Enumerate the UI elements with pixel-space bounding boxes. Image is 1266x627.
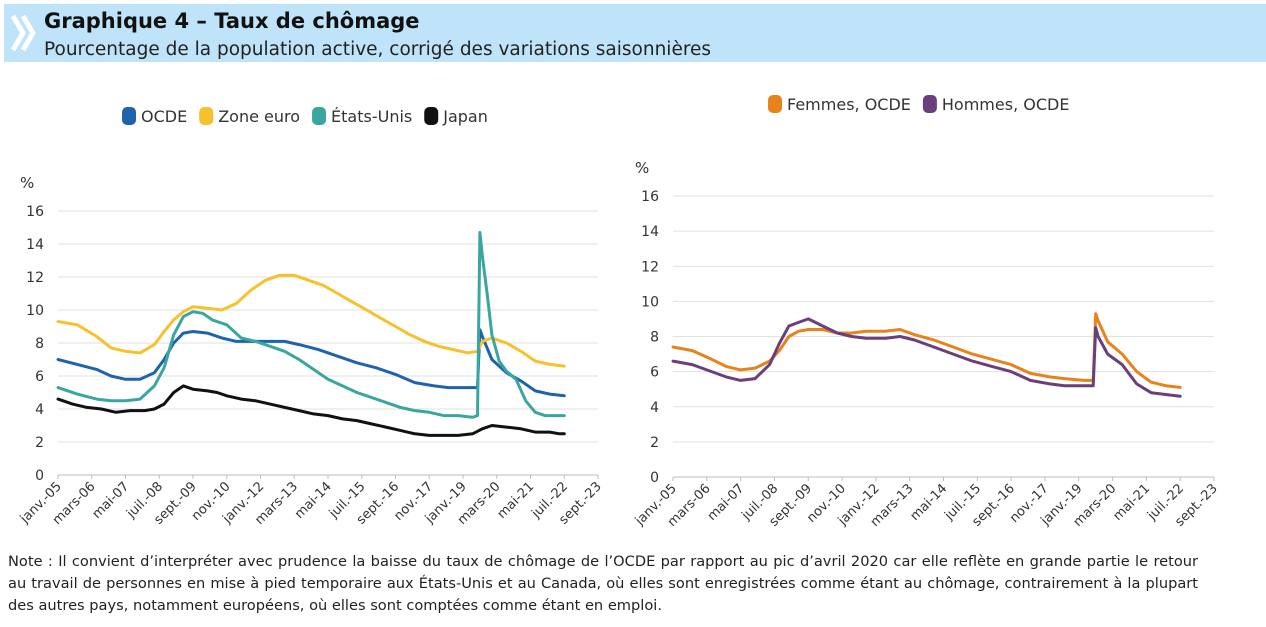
y-tick-label: 4	[35, 402, 44, 418]
legend-label-femmes-ocde: Femmes, OCDE	[787, 95, 911, 114]
x-tick-label: mai-07	[90, 479, 133, 522]
legend-label-zone-euro: Zone euro	[218, 107, 300, 126]
y-tick-label: 14	[641, 224, 659, 240]
series-line-femmes-ocde	[671, 312, 1182, 389]
y-tick-label: 6	[35, 369, 44, 385]
y-tick-label: 4	[650, 400, 659, 416]
x-tick-label: mai-21	[495, 479, 538, 522]
legend-swatch-japan	[424, 107, 439, 125]
x-tick-label: mai-21	[1110, 481, 1153, 524]
legend-swatch-hommes-ocde	[922, 95, 937, 113]
x-tick-label: mai-14	[292, 479, 335, 522]
legend-swatch-etats-unis	[312, 107, 327, 125]
y-tick-label: 16	[641, 189, 659, 205]
y-tick-label: 14	[26, 237, 44, 253]
y-tick-label: 8	[650, 330, 659, 346]
legend-label-japan: Japan	[442, 107, 488, 126]
legend-swatch-ocde	[122, 107, 136, 125]
page-title: Graphique 4 – Taux de chômage	[44, 9, 420, 33]
y-tick-label: 12	[641, 259, 659, 275]
y-tick-label: 6	[650, 365, 659, 381]
y-tick-label: 0	[650, 470, 659, 486]
legend-swatch-femmes-ocde	[768, 95, 782, 113]
y-tick-label: 0	[35, 468, 44, 484]
y-axis-label: %	[635, 159, 649, 177]
legend-swatch-zone-euro	[199, 107, 214, 125]
legend-label-etats-unis: États-Unis	[331, 107, 412, 126]
y-tick-label: 2	[650, 435, 659, 451]
series-line-hommes-ocde	[671, 317, 1182, 398]
legend-label-ocde: OCDE	[141, 107, 187, 126]
chevron-mark-icon	[10, 14, 36, 52]
y-tick-label: 10	[26, 303, 44, 319]
x-tick-label: mai-07	[705, 481, 748, 524]
y-tick-label: 8	[35, 336, 44, 352]
y-axis-label: %	[20, 174, 34, 192]
page-subtitle: Pourcentage de la population active, cor…	[44, 39, 712, 60]
y-tick-label: 12	[26, 270, 44, 286]
y-tick-label: 16	[26, 204, 44, 220]
chart-unemployment-regions: 0246810121416%janv.-05mars-06mai-07juil.…	[17, 107, 605, 528]
header-banner: Graphique 4 – Taux de chômage Pourcentag…	[4, 4, 1266, 62]
series-line-etats-unis	[56, 231, 566, 419]
legend-label-hommes-ocde: Hommes, OCDE	[942, 95, 1070, 114]
footnote: Note : Il convient d’interpréter avec pr…	[8, 553, 1198, 614]
y-tick-label: 10	[641, 294, 659, 310]
y-tick-label: 2	[35, 435, 44, 451]
chart-unemployment-gender: 0246810121416%janv.-05mars-06mai-07juil.…	[632, 95, 1221, 530]
x-tick-label: mai-14	[908, 481, 951, 524]
series-line-japan	[56, 384, 566, 437]
series-line-zone-euro	[56, 273, 566, 368]
